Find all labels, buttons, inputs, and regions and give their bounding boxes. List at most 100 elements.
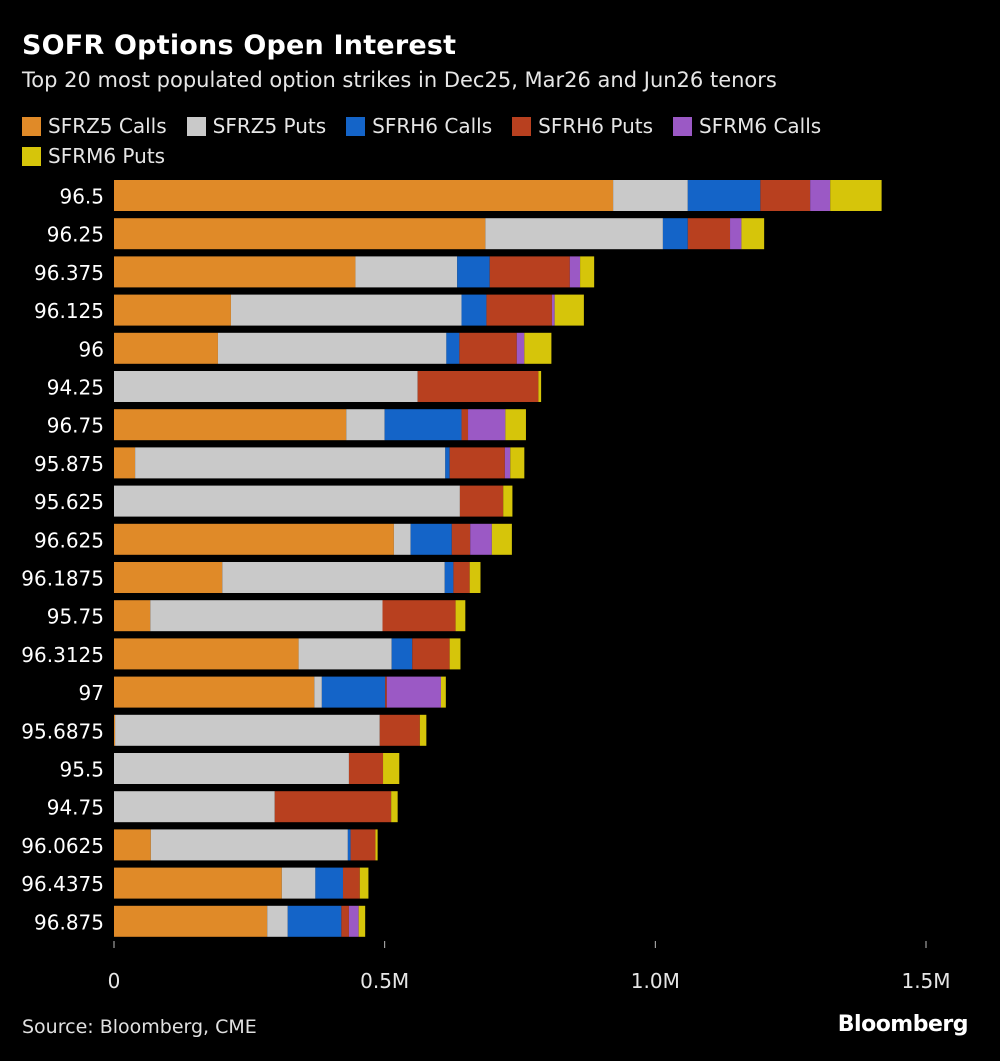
bar-segment [114,218,486,250]
bar-segment [114,332,218,364]
bar-segment [314,676,322,708]
bar-segment [491,523,512,555]
bar-segment [342,867,360,899]
category-label: 97 [79,681,104,705]
legend-label: SFRM6 Puts [48,144,166,168]
chart-subtitle: Top 20 most populated option strikes in … [22,68,777,92]
bar-segment [114,371,418,402]
legend-item: SFRM6 Puts [22,144,165,168]
legend-swatch [346,116,366,136]
bar-segment [451,523,471,555]
legend-label: SFRM6 Calls [699,114,822,138]
legend-swatch [186,116,206,136]
category-label: 96.125 [34,299,104,323]
bar-segment [446,332,460,364]
bar-segment [355,256,458,288]
bar-segment [379,714,420,746]
bar-segment [281,867,316,899]
bar-segment [391,791,398,823]
category-label: 96.5 [59,185,104,209]
bar-segment [569,256,581,288]
bar-segment [114,638,299,670]
bar-segment [287,905,342,937]
bar-segment [114,714,116,746]
bar-segment [485,218,663,250]
bar-segment [383,753,400,784]
category-label: 95.75 [47,605,104,629]
bar-segment [114,791,275,823]
bar-segment [321,676,386,708]
bar-segment [114,447,136,479]
bar-segment [267,905,288,937]
bar-segment [524,332,552,364]
bar-segment [412,638,450,670]
bar-segment [114,180,614,211]
x-tick-label: 1.5M [901,969,950,993]
bar-segment [114,562,223,593]
bar-segment [419,714,427,746]
bar-segment [449,447,505,479]
legend-swatch [673,116,693,136]
bar-segment [459,485,504,517]
bar-segment [554,294,584,326]
legend-item: SFRZ5 Calls [22,114,167,138]
bar-segment [350,829,376,861]
legend-item: SFRH6 Calls [346,114,492,138]
bar-segment [341,905,349,937]
legend-swatch [512,116,532,136]
legend-swatch [22,116,41,136]
bar-segment [503,485,513,517]
legend-swatch [22,146,41,166]
bar-segment [662,218,688,250]
bar-segment [730,218,742,250]
bar-segment [461,294,487,326]
bar-segment [453,562,470,593]
bar-segment [760,180,811,211]
bar-segment [358,905,366,937]
bar-segment [348,905,359,937]
bar-segment [382,600,456,632]
bar-segment [741,218,765,250]
bar-segment [486,294,552,326]
bloomberg-logo: Bloomberg [837,1012,969,1037]
category-label: 96.25 [47,223,104,247]
bar-segment [386,676,441,708]
chart-title: SOFR Options Open Interest [22,30,457,61]
bar-segment [347,829,351,861]
bar-segment [417,371,539,402]
bar-segment [455,600,466,632]
bar-segment [114,829,151,861]
legend-item: SFRM6 Calls [673,114,821,138]
bar-segment [315,867,343,899]
x-tick-label: 1.0M [631,969,680,993]
bar-segment [687,218,731,250]
x-tick-label: 0.5M [360,969,409,993]
bar-segment [391,638,413,670]
bar-segment [150,600,383,632]
category-label: 96.625 [34,528,104,552]
bar-segment [135,447,446,479]
bar-segment [410,523,452,555]
bar-segment [687,180,761,211]
legend-label: SFRH6 Puts [538,114,654,138]
category-label: 96.0625 [21,834,104,858]
bar-segment [375,829,378,861]
bar-segment [489,256,570,288]
bar-segment [385,676,387,708]
category-label: 94.75 [47,796,104,820]
stacked-bar-chart: 96.5 96.25 96.375 96.125 96 94.25 96.75 95.875 9… [21,180,951,993]
bar-segment [346,409,385,441]
bar-segment [551,294,555,326]
legend-label: SFRZ5 Puts [212,114,327,138]
bar-segment [810,180,831,211]
bar-segment [445,447,450,479]
category-label: 96.4375 [21,872,104,896]
category-label: 96.875 [34,910,104,934]
bar-segment [114,256,356,288]
bar-segment [613,180,688,211]
bar-segment [114,905,268,937]
bar-segment [298,638,392,670]
bar-segment [504,447,511,479]
legend-label: SFRH6 Calls [372,114,493,138]
category-label: 94.25 [47,376,104,400]
